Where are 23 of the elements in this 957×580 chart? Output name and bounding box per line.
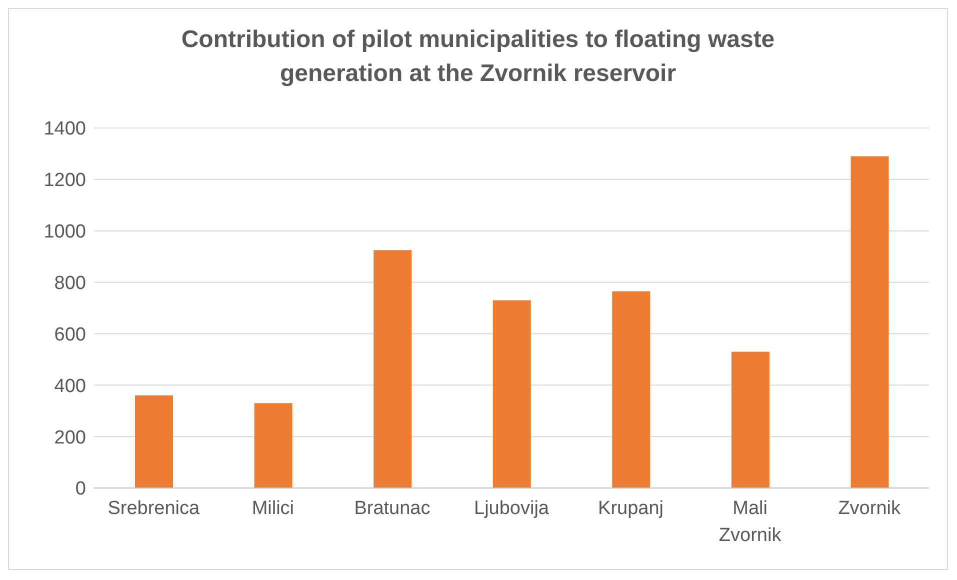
y-tick-label: 1200	[44, 170, 86, 192]
x-tick-label: Ljubovija	[474, 498, 550, 519]
x-tick-label: Krupanj	[598, 498, 664, 519]
x-tick-label: Srebrenica	[108, 498, 200, 519]
y-tick-label: 200	[54, 427, 86, 448]
x-tick-label: Zvornik	[838, 498, 901, 519]
y-tick-label: 1000	[44, 222, 86, 243]
y-tick-label: 600	[54, 324, 86, 346]
bar	[850, 156, 889, 488]
bar	[612, 291, 650, 488]
bar	[492, 300, 531, 488]
bar	[374, 250, 412, 488]
bar	[254, 403, 292, 488]
x-tick-label: Mali Zvornik	[718, 498, 782, 546]
x-tick-label: Bratunac	[354, 498, 430, 519]
bar	[731, 352, 770, 488]
y-tick-label: 0	[75, 478, 86, 500]
x-tick-label: Milici	[252, 498, 294, 519]
y-tick-label: 1400	[44, 118, 86, 140]
y-tick-label: 400	[54, 376, 86, 397]
chart-title: Contribution of pilot municipalities to floating waste generation at the Zvornik reservoir	[180, 25, 776, 89]
bar	[135, 395, 173, 488]
y-tick-label: 800	[54, 273, 86, 294]
